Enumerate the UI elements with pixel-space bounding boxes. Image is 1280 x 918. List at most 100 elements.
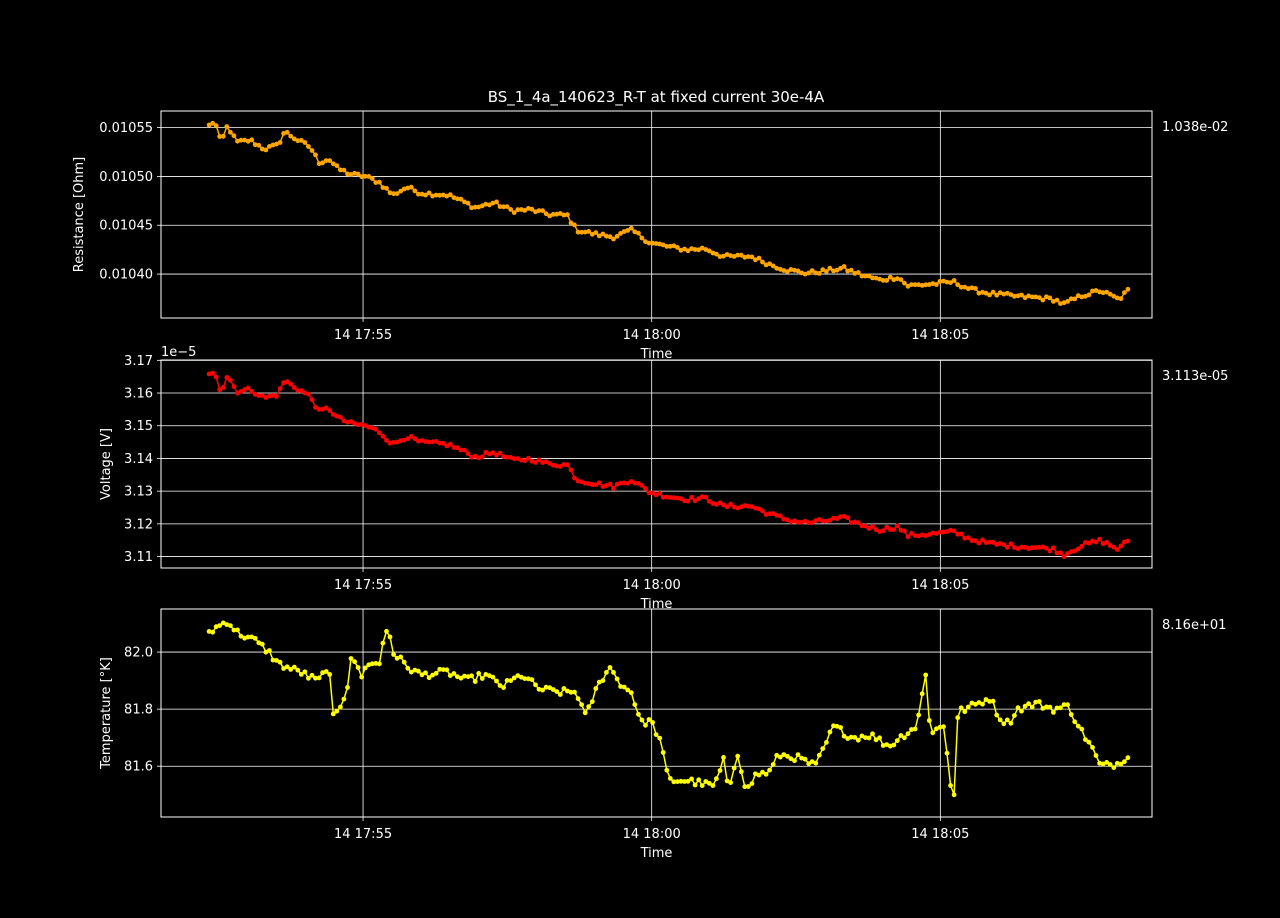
data-point (607, 481, 613, 487)
data-point (958, 284, 964, 290)
data-point (600, 231, 606, 237)
data-point (696, 496, 702, 501)
x-tick-label: 14 18:05 (911, 328, 969, 343)
data-point (423, 192, 428, 198)
y-tick-label: 82.0 (124, 646, 153, 661)
data-point (476, 671, 482, 676)
data-point (323, 405, 329, 411)
data-point (345, 685, 350, 690)
data-point (373, 426, 379, 432)
data-point (877, 276, 882, 282)
data-point (671, 779, 677, 785)
data-point (770, 762, 776, 767)
data-point (1072, 296, 1078, 302)
data-point (1125, 755, 1131, 761)
data-point (575, 696, 581, 702)
data-point (1054, 705, 1060, 711)
data-point (543, 211, 549, 217)
x-tick-label: 14 18:05 (911, 578, 969, 593)
data-point (1047, 548, 1053, 554)
data-point (1072, 548, 1078, 554)
data-point (706, 780, 712, 786)
data-point (678, 247, 684, 253)
data-point (689, 776, 694, 782)
data-point (703, 494, 709, 500)
data-point (983, 697, 989, 702)
data-point (646, 717, 652, 722)
data-point (593, 482, 599, 488)
data-point (1033, 699, 1039, 705)
data-point (281, 666, 286, 671)
data-point (231, 384, 237, 389)
data-point (813, 760, 819, 766)
data-point (391, 440, 396, 445)
data-point (288, 667, 294, 672)
data-point (426, 675, 432, 681)
data-point (614, 676, 620, 682)
data-point (667, 495, 673, 500)
data-point (298, 672, 304, 677)
data-point (416, 438, 421, 444)
data-point (653, 241, 659, 246)
data-point (380, 640, 386, 646)
data-point (1093, 753, 1099, 758)
data-point (692, 782, 698, 788)
data-point (802, 271, 808, 277)
y-tick-label: 3.13 (124, 485, 153, 500)
data-point (937, 724, 943, 730)
data-point (270, 657, 276, 663)
data-point (696, 777, 702, 783)
data-point (497, 204, 503, 210)
data-point (206, 371, 212, 377)
data-point (1100, 290, 1106, 296)
data-point (912, 533, 918, 538)
data-point (1004, 290, 1010, 296)
data-point (1122, 759, 1127, 765)
data-point (536, 686, 542, 692)
data-point (483, 672, 489, 677)
data-point (1111, 544, 1117, 550)
data-point (593, 230, 599, 236)
data-point (600, 678, 606, 683)
data-point (469, 673, 474, 679)
data-point (1097, 536, 1102, 542)
data-point (756, 255, 762, 261)
data-point (749, 781, 755, 786)
data-point (841, 733, 847, 739)
data-point (238, 137, 244, 143)
data-point (306, 391, 311, 397)
data-point (877, 735, 882, 741)
data-point (1079, 543, 1085, 549)
data-point (863, 273, 868, 279)
data-point (660, 494, 666, 500)
data-point (589, 482, 595, 488)
data-point (937, 529, 943, 535)
y-axis-label: Temperature [°K] (99, 657, 114, 770)
data-point (504, 454, 510, 460)
data-point (295, 388, 301, 393)
data-point (408, 184, 414, 190)
data-point (416, 191, 421, 197)
data-point (618, 684, 623, 689)
data-point (327, 672, 333, 677)
data-point (511, 456, 517, 462)
data-point (249, 389, 255, 394)
data-point (781, 752, 787, 757)
data-point (1040, 297, 1046, 303)
data-point (735, 252, 741, 258)
data-point (284, 379, 290, 385)
data-point (1065, 551, 1070, 556)
data-point (536, 208, 542, 214)
data-point (632, 480, 638, 486)
data-point (281, 131, 286, 136)
data-point (675, 779, 680, 784)
x-axis-label: Time (640, 347, 673, 362)
data-point (1118, 761, 1124, 767)
data-point (639, 483, 645, 488)
data-point (912, 282, 918, 288)
data-point (572, 689, 577, 695)
data-point (565, 462, 570, 468)
resistance-subplot: 14 17:55 14 18:00 14 18:05 0.01040 0.01045 0.… (72, 110, 1228, 362)
data-point (717, 254, 723, 259)
data-point (408, 434, 414, 439)
